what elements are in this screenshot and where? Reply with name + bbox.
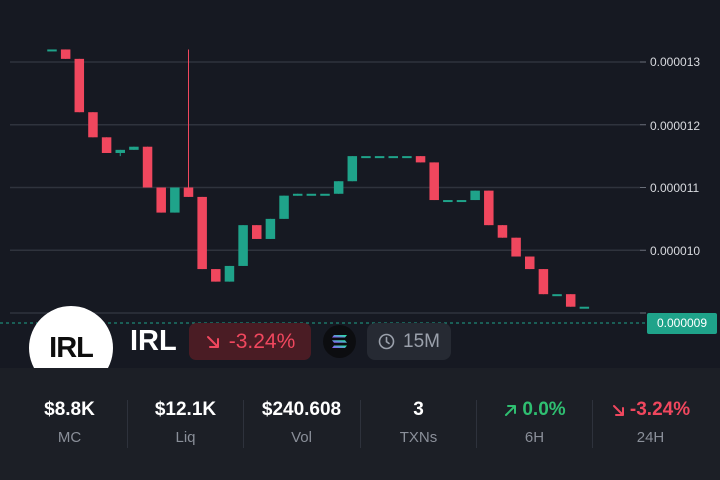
- price-change-badge: -3.24%: [189, 323, 311, 360]
- candle-body: [292, 193, 303, 196]
- candle-body: [88, 112, 98, 138]
- candle-body: [279, 195, 289, 219]
- candle-body: [374, 156, 385, 159]
- candle-body: [306, 193, 317, 196]
- stats-panel: $8.8K MC $12.1K Liq $240.608 Vol 3 TXNs …: [0, 368, 720, 480]
- price-axis-label-3: 0.000010: [650, 244, 701, 258]
- stat-value: $240.608: [261, 399, 342, 420]
- stat-label: 24H: [636, 429, 665, 446]
- candle-body: [579, 306, 590, 309]
- candle-body: [129, 146, 139, 150]
- stat-transactions: 3 TXNs: [360, 398, 477, 446]
- price-change-value: -3.24%: [228, 329, 296, 353]
- stat-24h-value: -3.24%: [629, 399, 691, 420]
- candle-body: [552, 294, 562, 297]
- divider: [127, 400, 128, 448]
- price-chart[interactable]: 0.000013 0.000012 0.000011 0.000010 0.00…: [0, 0, 720, 368]
- stat-market-cap: $8.8K MC: [11, 398, 128, 446]
- candle-body: [347, 156, 358, 182]
- stat-label: TXNs: [399, 429, 438, 446]
- stat-value: $12.1K: [154, 399, 217, 420]
- price-axis-label-0: 0.000013: [650, 55, 701, 69]
- candle-body: [211, 269, 221, 282]
- stat-24h-change: -3.24% 24H: [592, 398, 709, 446]
- candle-body: [320, 193, 330, 196]
- candle-body: [388, 156, 398, 159]
- candle-body: [443, 200, 453, 203]
- clock-icon: [378, 333, 395, 350]
- candle-body: [497, 225, 508, 238]
- candle-body: [183, 187, 194, 197]
- candle-body: [511, 237, 521, 257]
- divider: [592, 400, 593, 448]
- candle-body: [361, 156, 371, 159]
- candle-body: [265, 218, 276, 239]
- stat-liquidity: $12.1K Liq: [127, 398, 244, 446]
- candle-body: [456, 200, 467, 203]
- candle-body: [74, 58, 85, 113]
- candle-body: [333, 181, 344, 194]
- current-price-tag: 0.000009: [647, 313, 717, 334]
- candle-body: [538, 269, 549, 295]
- candle-body: [60, 49, 71, 59]
- divider: [360, 400, 361, 448]
- stat-value: 0.0%: [476, 398, 593, 422]
- candle-body: [115, 149, 125, 153]
- candle-body: [238, 225, 248, 266]
- candlestick-chart[interactable]: [0, 0, 720, 368]
- stat-volume: $240.608 Vol: [243, 398, 360, 446]
- candle-body: [429, 162, 439, 201]
- arrow-down-right-icon: [206, 335, 219, 348]
- candle-body: [484, 190, 494, 226]
- candle-body: [224, 265, 235, 282]
- arrow-down-right-icon: [612, 404, 624, 416]
- solana-icon[interactable]: [323, 325, 356, 358]
- token-ticker: IRL: [130, 325, 177, 357]
- stat-6h-change: 0.0% 6H: [476, 398, 593, 446]
- divider: [243, 400, 244, 448]
- candle-body: [47, 49, 57, 52]
- candle-body: [197, 196, 207, 270]
- candle-body: [156, 187, 166, 213]
- candle-body: [402, 156, 412, 159]
- candle-body: [142, 146, 153, 188]
- candle-body: [525, 256, 535, 270]
- candle-body: [470, 190, 480, 201]
- candle-body: [415, 156, 426, 163]
- stat-label: Liq: [175, 429, 196, 446]
- stat-label: 6H: [524, 429, 545, 446]
- stat-6h-value: 0.0%: [522, 399, 566, 420]
- candle-body: [170, 187, 180, 213]
- stat-value: $8.8K: [44, 399, 95, 420]
- candle-body: [565, 294, 576, 307]
- candle-body: [101, 137, 112, 153]
- price-axis-label-1: 0.000012: [650, 119, 701, 133]
- candle-body: [252, 225, 262, 239]
- stat-value: 3: [413, 399, 424, 420]
- interval-label: 15M: [403, 330, 440, 352]
- price-axis-label-2: 0.000011: [650, 181, 700, 195]
- stat-label: MC: [57, 429, 82, 446]
- divider: [476, 400, 477, 448]
- token-logo-text: IRL: [49, 331, 94, 364]
- stat-label: Vol: [291, 429, 312, 446]
- interval-selector[interactable]: 15M: [367, 323, 451, 360]
- stat-value: -3.24%: [592, 398, 709, 422]
- arrow-up-right-icon: [505, 404, 517, 416]
